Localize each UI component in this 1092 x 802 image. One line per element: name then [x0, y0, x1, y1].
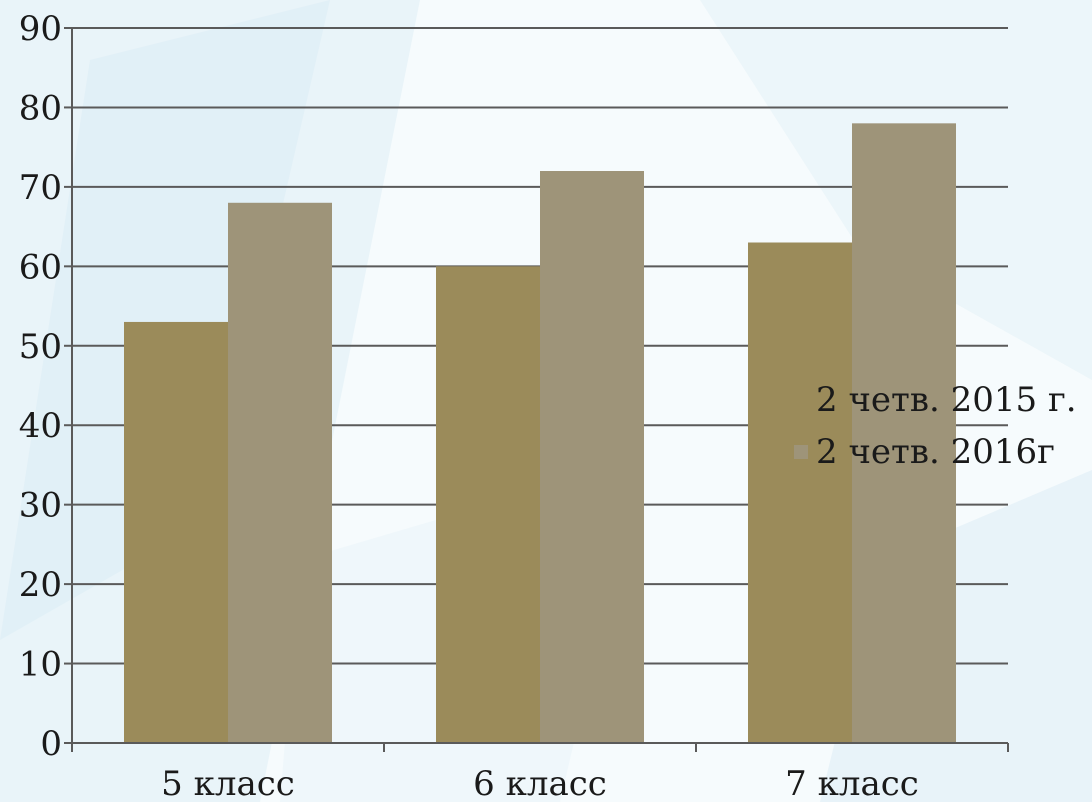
x-category-label: 6 класс [473, 764, 607, 802]
legend: 2 четв. 2015 г. 2 четв. 2016г [794, 380, 1077, 472]
axes: 0 10 20 30 40 50 60 70 80 90 5 класс 6 класс 7 класс [19, 9, 1009, 802]
y-tick-label: 50 [19, 327, 62, 367]
legend-label-series-1: 2 четв. 2015 г. [816, 380, 1077, 420]
y-tick-label: 0 [40, 724, 62, 764]
y-tick-label: 70 [19, 168, 62, 208]
bar-series-1-cat-1 [124, 321, 228, 743]
legend-swatch-series-2 [794, 445, 808, 459]
y-tick-label: 20 [19, 565, 62, 605]
y-tick-label: 90 [19, 9, 62, 49]
bar-series-1-cat-3 [748, 242, 852, 743]
bar-series-2-cat-2 [540, 171, 644, 743]
bar-series-1-cat-2 [436, 266, 540, 743]
y-tick-label: 60 [19, 247, 62, 287]
y-tick-label: 40 [19, 406, 62, 446]
bar-series-2-cat-3 [852, 123, 956, 744]
bar-series-2-cat-1 [228, 202, 332, 743]
y-tick-label: 10 [19, 645, 62, 685]
y-tick-label: 30 [19, 486, 62, 526]
legend-label-series-2: 2 четв. 2016г [816, 432, 1055, 472]
legend-swatch-series-1 [794, 393, 808, 407]
x-category-label: 5 класс [161, 764, 295, 802]
bars [124, 123, 956, 744]
x-category-label: 7 класс [785, 764, 919, 802]
y-tick-label: 80 [19, 88, 62, 128]
